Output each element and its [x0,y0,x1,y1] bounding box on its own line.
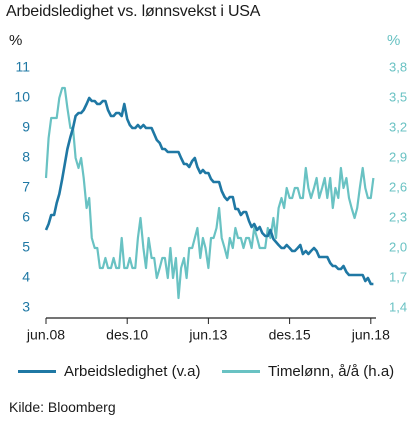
right-axis-ticks: 1,4 1,7 2,0 2,3 2,6 2,9 3,2 3,5 3,8 [389,59,407,314]
left-tick-label: 6 [22,209,30,225]
legend-swatch-unemployment [18,369,56,373]
legend-item-unemployment: Arbeidsledighet (v.a) [18,361,200,381]
x-tick-label: jun.08 [26,327,65,343]
right-tick-label: 2,0 [389,239,407,254]
wages-series-line [44,86,375,300]
x-axis-ticks: jun.08 des.10 jun.13 des.15 jun.18 [26,318,390,343]
left-tick-label: 4 [22,269,30,285]
left-tick-label: 8 [22,149,30,165]
legend-label-unemployment: Arbeidsledighet (v.a) [64,362,201,380]
left-tick-label: 10 [14,89,30,105]
right-tick-label: 1,7 [389,269,407,284]
source-note: Kilde: Bloomberg [9,399,116,415]
unemployment-series-line [44,96,374,286]
legend-label-wages: Timelønn, å/å (h.a) [268,362,395,380]
left-tick-label: 3 [22,299,30,315]
right-tick-label: 2,6 [389,179,407,194]
legend-swatch-wages [222,369,260,373]
left-tick-label: 7 [22,179,30,195]
right-tick-label: 3,2 [389,119,407,134]
left-tick-label: 9 [22,119,30,135]
legend-item-wages: Timelønn, å/å (h.a) [222,361,394,381]
right-tick-label: 1,4 [389,299,407,314]
x-tick-label: des.15 [269,327,311,343]
right-axis-unit: % [387,32,401,49]
x-tick-label: jun.13 [188,327,227,343]
right-tick-label: 3,8 [389,59,407,74]
right-tick-label: 2,9 [389,149,407,164]
right-tick-label: 2,3 [389,209,407,224]
left-axis-ticks: 3 4 5 6 7 8 9 10 11 [14,59,30,315]
right-tick-label: 3,5 [389,89,407,104]
left-tick-label: 5 [22,239,30,255]
left-tick-label: 11 [15,59,30,75]
left-axis-unit: % [9,32,23,49]
chart-title: Arbeidsledighet vs. lønnsvekst i USA [6,3,261,20]
x-tick-label: jun.18 [351,327,390,343]
x-tick-label: des.10 [106,327,148,343]
